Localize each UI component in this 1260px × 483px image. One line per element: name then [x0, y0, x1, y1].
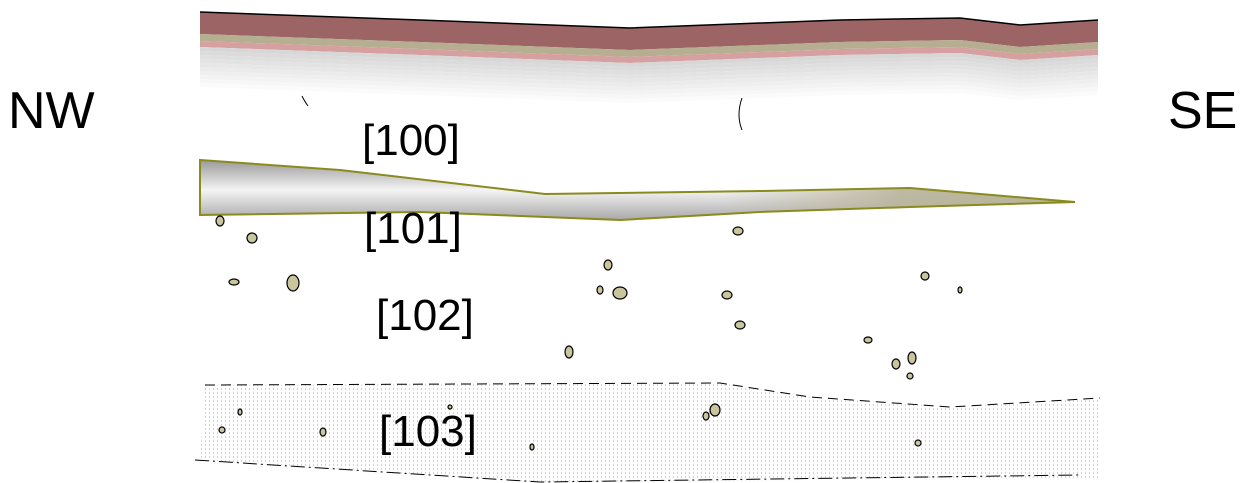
stone [320, 428, 326, 436]
stone [958, 287, 962, 293]
stone [247, 233, 257, 243]
stone [921, 272, 929, 280]
stone [864, 337, 872, 343]
stone [907, 373, 913, 379]
orientation-left: NW [8, 82, 95, 140]
crack [302, 96, 308, 106]
stone [908, 352, 916, 364]
stone [703, 412, 709, 420]
section-drawing: NW SE [100] [101] [102] [103] [0, 0, 1260, 483]
stone [565, 346, 573, 358]
orientation-right: SE [1168, 82, 1237, 140]
stone [915, 440, 921, 446]
stone [597, 286, 603, 294]
context-103-fill [200, 383, 1100, 482]
context-label: [103] [379, 407, 477, 456]
stone [710, 404, 720, 416]
stone [722, 291, 732, 299]
stone [238, 409, 242, 415]
stone [733, 227, 743, 235]
stone [216, 216, 224, 226]
stone [604, 260, 612, 270]
stone [735, 321, 745, 329]
stone [219, 427, 225, 433]
crack [739, 98, 742, 130]
stone [613, 287, 627, 299]
context-label: [100] [362, 116, 460, 165]
context-101-outline [200, 160, 1075, 220]
stone [530, 444, 534, 450]
context-100-strata [200, 12, 1098, 103]
context-label: [101] [364, 204, 462, 253]
context-label: [102] [376, 291, 474, 340]
stone [287, 275, 299, 291]
stone [229, 279, 239, 285]
stone [892, 359, 900, 369]
